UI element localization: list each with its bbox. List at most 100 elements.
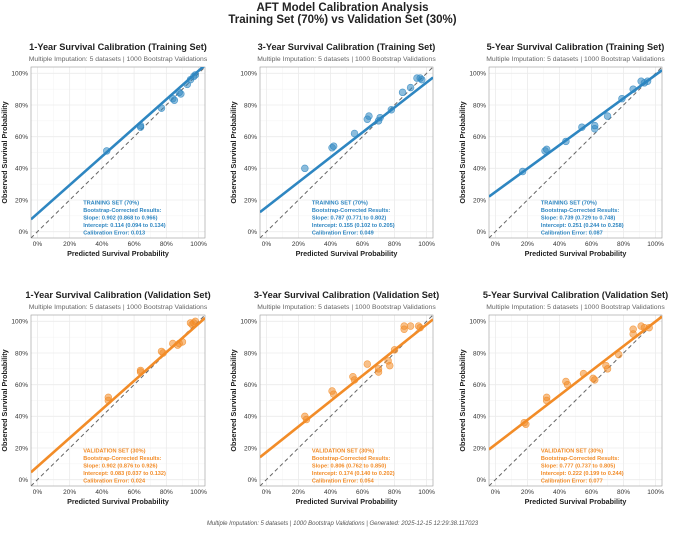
annotation-line: Calibration Error: 0.054 bbox=[312, 478, 375, 484]
y-tick-label: 40% bbox=[15, 414, 28, 421]
annotation-line: VALIDATION SET (30%) bbox=[541, 449, 603, 455]
x-tick-label: 80% bbox=[617, 241, 630, 248]
annotation-line: Bootstrap-Corrected Results: bbox=[83, 456, 161, 462]
x-tick-label: 80% bbox=[617, 489, 630, 496]
calibration-panel-training-2: 3-Year Survival Calibration (Training Se… bbox=[229, 42, 436, 258]
data-point bbox=[158, 105, 165, 112]
y-tick-label: 80% bbox=[473, 102, 486, 109]
annotation-line: Intercept: 0.222 (0.199 to 0.244) bbox=[541, 471, 624, 477]
annotation-line: TRAINING SET (70%) bbox=[541, 201, 597, 207]
y-tick-label: 40% bbox=[244, 166, 257, 173]
y-tick-label: 40% bbox=[473, 414, 486, 421]
y-tick-label: 60% bbox=[473, 382, 486, 389]
y-tick-label: 0% bbox=[19, 477, 29, 484]
x-tick-label: 0% bbox=[491, 241, 501, 248]
y-tick-label: 20% bbox=[15, 197, 28, 204]
calibration-panel-validation-3: 5-Year Survival Calibration (Validation … bbox=[458, 290, 668, 506]
annotation-line: Slope: 0.806 (0.762 to 0.850) bbox=[312, 463, 386, 469]
data-point bbox=[330, 143, 337, 150]
x-tick-label: 20% bbox=[521, 241, 534, 248]
data-point bbox=[301, 165, 308, 172]
data-point bbox=[137, 124, 144, 131]
y-tick-label: 40% bbox=[244, 414, 257, 421]
annotation-line: Calibration Error: 0.087 bbox=[541, 230, 603, 236]
data-point bbox=[366, 113, 373, 120]
annotation-line: Slope: 0.787 (0.771 to 0.802) bbox=[312, 215, 386, 221]
footer-note: Multiple Imputation: 5 datasets | 1000 B… bbox=[0, 521, 685, 527]
panel-title: 1-Year Survival Calibration (Validation … bbox=[25, 290, 210, 300]
panel-subtitle: Multiple Imputation: 5 datasets | 1000 B… bbox=[486, 304, 665, 311]
annotation-line: Bootstrap-Corrected Results: bbox=[541, 456, 619, 462]
annotation-line: Intercept: 0.251 (0.244 to 0.258) bbox=[541, 223, 624, 229]
x-axis-label: Predicted Survival Probability bbox=[67, 497, 169, 506]
annotation-line: Slope: 0.902 (0.868 to 0.966) bbox=[83, 215, 157, 221]
x-tick-label: 80% bbox=[388, 489, 401, 496]
panel-subtitle: Multiple Imputation: 5 datasets | 1000 B… bbox=[29, 304, 208, 311]
x-tick-label: 40% bbox=[95, 241, 108, 248]
y-tick-label: 60% bbox=[244, 382, 257, 389]
y-axis-label: Observed Survival Probability bbox=[229, 349, 238, 451]
y-tick-label: 60% bbox=[244, 134, 257, 141]
data-point bbox=[604, 365, 611, 372]
data-point bbox=[103, 148, 110, 155]
x-tick-label: 0% bbox=[33, 241, 43, 248]
y-tick-label: 80% bbox=[244, 350, 257, 357]
y-tick-label: 40% bbox=[15, 166, 28, 173]
annotation-line: Slope: 0.777 (0.737 to 0.805) bbox=[541, 463, 615, 469]
y-tick-label: 80% bbox=[15, 102, 28, 109]
data-point bbox=[391, 346, 398, 353]
data-point bbox=[401, 326, 408, 333]
data-point bbox=[630, 331, 637, 338]
data-point bbox=[417, 324, 424, 331]
annotation-line: Intercept: 0.114 (0.094 to 0.134) bbox=[83, 223, 166, 229]
data-point bbox=[604, 113, 611, 120]
data-point bbox=[399, 89, 406, 96]
data-point bbox=[386, 362, 393, 369]
data-point bbox=[519, 168, 526, 175]
x-tick-label: 80% bbox=[388, 241, 401, 248]
x-tick-label: 60% bbox=[356, 489, 369, 496]
data-point bbox=[564, 381, 571, 388]
data-point bbox=[177, 91, 184, 98]
x-tick-label: 0% bbox=[262, 241, 272, 248]
data-point bbox=[591, 125, 598, 132]
annotation-line: Bootstrap-Corrected Results: bbox=[541, 208, 619, 214]
y-axis-label: Observed Survival Probability bbox=[229, 101, 238, 203]
x-tick-label: 0% bbox=[262, 489, 272, 496]
annotation-line: Slope: 0.739 (0.729 to 0.748) bbox=[541, 215, 615, 221]
x-tick-label: 100% bbox=[190, 489, 207, 496]
data-point bbox=[591, 377, 598, 384]
data-point bbox=[543, 146, 550, 153]
x-axis-label: Predicted Survival Probability bbox=[296, 497, 398, 506]
x-tick-label: 20% bbox=[63, 241, 76, 248]
y-tick-label: 80% bbox=[473, 350, 486, 357]
annotation-line: Bootstrap-Corrected Results: bbox=[312, 208, 390, 214]
data-point bbox=[579, 124, 586, 131]
x-tick-label: 40% bbox=[324, 241, 337, 248]
data-point bbox=[171, 97, 178, 104]
y-tick-label: 20% bbox=[473, 445, 486, 452]
annotation-line: TRAINING SET (70%) bbox=[83, 201, 139, 207]
annotation-line: Slope: 0.902 (0.876 to 0.926) bbox=[83, 463, 157, 469]
x-axis-label: Predicted Survival Probability bbox=[296, 249, 398, 258]
data-point bbox=[330, 391, 337, 398]
y-tick-label: 0% bbox=[477, 229, 487, 236]
x-tick-label: 80% bbox=[160, 241, 173, 248]
x-axis-label: Predicted Survival Probability bbox=[67, 249, 169, 258]
data-point bbox=[407, 323, 414, 330]
y-tick-label: 80% bbox=[244, 102, 257, 109]
y-tick-label: 100% bbox=[240, 71, 257, 78]
data-point bbox=[192, 72, 199, 79]
y-tick-label: 0% bbox=[477, 477, 487, 484]
data-point bbox=[630, 86, 637, 93]
y-tick-label: 20% bbox=[244, 197, 257, 204]
x-tick-label: 80% bbox=[160, 489, 173, 496]
y-tick-label: 100% bbox=[469, 319, 486, 326]
data-point bbox=[644, 78, 651, 85]
data-point bbox=[407, 84, 414, 91]
calibration-panel-training-1: 1-Year Survival Calibration (Training Se… bbox=[0, 42, 208, 258]
x-tick-label: 60% bbox=[128, 489, 141, 496]
data-point bbox=[160, 350, 167, 357]
x-tick-label: 0% bbox=[491, 489, 501, 496]
annotation-line: Bootstrap-Corrected Results: bbox=[312, 456, 390, 462]
